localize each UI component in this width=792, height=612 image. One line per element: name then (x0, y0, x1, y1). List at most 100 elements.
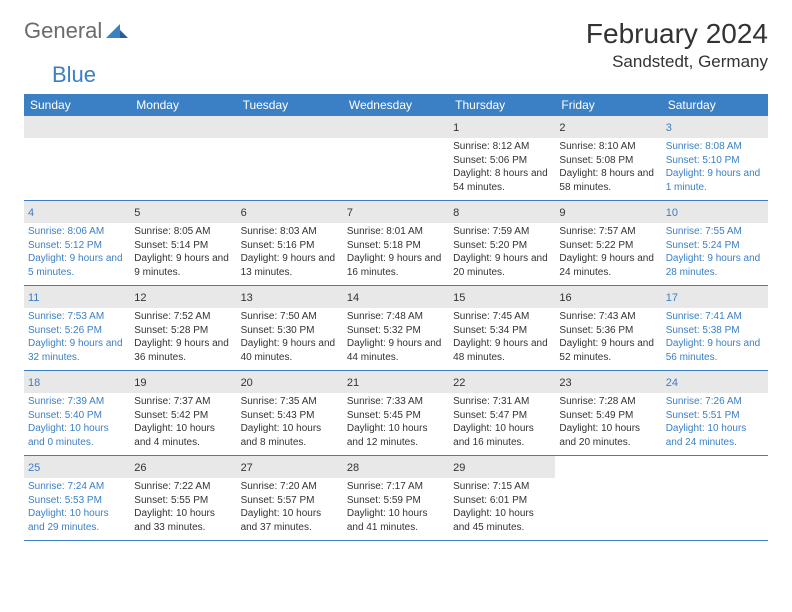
day-details: Sunrise: 7:55 AMSunset: 5:24 PMDaylight:… (666, 225, 764, 279)
day-number: 19 (134, 377, 146, 389)
logo: General (24, 18, 130, 44)
day-number: 12 (134, 292, 146, 304)
daynum-row: 15 (449, 286, 555, 308)
day-header-tuesday: Tuesday (237, 94, 343, 116)
day-details: Sunrise: 7:41 AMSunset: 5:38 PMDaylight:… (666, 310, 764, 364)
day-details: Sunrise: 8:05 AMSunset: 5:14 PMDaylight:… (134, 225, 232, 279)
day-details: Sunrise: 7:31 AMSunset: 5:47 PMDaylight:… (453, 395, 551, 449)
day-number: 7 (347, 207, 353, 219)
day-details: Sunrise: 7:48 AMSunset: 5:32 PMDaylight:… (347, 310, 445, 364)
daynum-row: 5 (130, 201, 236, 223)
daynum-row: 7 (343, 201, 449, 223)
daynum-row: 29 (449, 456, 555, 478)
day-details: Sunrise: 7:53 AMSunset: 5:26 PMDaylight:… (28, 310, 126, 364)
empty-cell (343, 116, 449, 200)
day-number: 1 (453, 122, 459, 134)
day-cell-19: 19 Sunrise: 7:37 AMSunset: 5:42 PMDayligh… (130, 371, 236, 455)
day-number: 23 (559, 377, 571, 389)
day-number: 5 (134, 207, 140, 219)
day-number: 18 (28, 377, 40, 389)
daynum-row: 11 (24, 286, 130, 308)
daynum-row: 14 (343, 286, 449, 308)
day-details: Sunrise: 7:33 AMSunset: 5:45 PMDaylight:… (347, 395, 445, 449)
day-details: Sunrise: 8:10 AMSunset: 5:08 PMDaylight:… (559, 140, 657, 194)
empty-cell (24, 116, 130, 200)
day-header-thursday: Thursday (449, 94, 555, 116)
daynum-row: 24 (662, 371, 768, 393)
day-number: 4 (28, 207, 34, 219)
day-cell-28: 28Sunrise: 7:17 AMSunset: 5:59 PMDayligh… (343, 456, 449, 540)
empty-daynum-row (343, 116, 449, 138)
daynum-row: 3 (662, 116, 768, 138)
day-number: 3 (666, 122, 672, 134)
daynum-row: 4 (24, 201, 130, 223)
day-header-wednesday: Wednesday (343, 94, 449, 116)
daynum-row: 13 (237, 286, 343, 308)
daynum-row: 21 (343, 371, 449, 393)
day-header-monday: Monday (130, 94, 236, 116)
day-details: Sunrise: 7:52 AMSunset: 5:28 PMDaylight:… (134, 310, 232, 364)
day-header-friday: Friday (555, 94, 661, 116)
day-details: Sunrise: 7:20 AMSunset: 5:57 PMDaylight:… (241, 480, 339, 534)
day-cell-14: 14Sunrise: 7:48 AMSunset: 5:32 PMDayligh… (343, 286, 449, 370)
day-cell-23: 23 Sunrise: 7:28 AMSunset: 5:49 PMDayligh… (555, 371, 661, 455)
daynum-row: 23 (555, 371, 661, 393)
daynum-row: 19 (130, 371, 236, 393)
daynum-row: 25 (24, 456, 130, 478)
day-number: 6 (241, 207, 247, 219)
day-details: Sunrise: 7:28 AMSunset: 5:49 PMDaylight:… (559, 395, 657, 449)
calendar-page: General February 2024 Sandstedt, Germany… (0, 0, 792, 559)
day-details: Sunrise: 7:22 AMSunset: 5:55 PMDaylight:… (134, 480, 232, 534)
day-cell-24: 24Sunrise: 7:26 AMSunset: 5:51 PMDayligh… (662, 371, 768, 455)
day-details: Sunrise: 8:01 AMSunset: 5:18 PMDaylight:… (347, 225, 445, 279)
empty-cell (237, 116, 343, 200)
day-cell-12: 12 Sunrise: 7:52 AMSunset: 5:28 PMDayligh… (130, 286, 236, 370)
day-details: Sunrise: 7:24 AMSunset: 5:53 PMDaylight:… (28, 480, 126, 534)
day-number: 20 (241, 377, 253, 389)
empty-cell (662, 456, 768, 540)
logo-text-general: General (24, 18, 102, 44)
day-details: Sunrise: 7:45 AMSunset: 5:34 PMDaylight:… (453, 310, 551, 364)
day-number: 11 (28, 292, 39, 304)
day-header-sunday: Sunday (24, 94, 130, 116)
daynum-row: 2 (555, 116, 661, 138)
day-cell-5: 5 Sunrise: 8:05 AMSunset: 5:14 PMDaylight… (130, 201, 236, 285)
day-details: Sunrise: 8:06 AMSunset: 5:12 PMDaylight:… (28, 225, 126, 279)
logo-triangle-icon (106, 20, 128, 43)
day-cell-3: 3Sunrise: 8:08 AMSunset: 5:10 PMDaylight… (662, 116, 768, 200)
day-cell-15: 15Sunrise: 7:45 AMSunset: 5:34 PMDayligh… (449, 286, 555, 370)
day-details: Sunrise: 7:37 AMSunset: 5:42 PMDaylight:… (134, 395, 232, 449)
day-number: 24 (666, 377, 678, 389)
day-cell-20: 20 Sunrise: 7:35 AMSunset: 5:43 PMDayligh… (237, 371, 343, 455)
daynum-row: 16 (555, 286, 661, 308)
week-row: 11 Sunrise: 7:53 AMSunset: 5:26 PMDayligh… (24, 286, 768, 371)
day-cell-8: 8Sunrise: 7:59 AMSunset: 5:20 PMDaylight… (449, 201, 555, 285)
calendar-grid: SundayMondayTuesdayWednesdayThursdayFrid… (24, 94, 768, 541)
daynum-row: 10 (662, 201, 768, 223)
empty-cell (555, 456, 661, 540)
logo-text-blue: Blue (52, 62, 96, 88)
daynum-row: 9 (555, 201, 661, 223)
day-details: Sunrise: 7:35 AMSunset: 5:43 PMDaylight:… (241, 395, 339, 449)
month-title: February 2024 (586, 18, 768, 50)
day-number: 16 (559, 292, 571, 304)
day-number: 27 (241, 462, 253, 474)
day-number: 26 (134, 462, 146, 474)
empty-daynum-row (24, 116, 130, 138)
day-details: Sunrise: 7:57 AMSunset: 5:22 PMDaylight:… (559, 225, 657, 279)
day-cell-10: 10 Sunrise: 7:55 AMSunset: 5:24 PMDayligh… (662, 201, 768, 285)
day-cell-6: 6 Sunrise: 8:03 AMSunset: 5:16 PMDaylight… (237, 201, 343, 285)
day-cell-29: 29Sunrise: 7:15 AMSunset: 6:01 PMDayligh… (449, 456, 555, 540)
day-cell-17: 17Sunrise: 7:41 AMSunset: 5:38 PMDayligh… (662, 286, 768, 370)
daynum-row: 28 (343, 456, 449, 478)
day-cell-21: 21Sunrise: 7:33 AMSunset: 5:45 PMDayligh… (343, 371, 449, 455)
title-block: February 2024 Sandstedt, Germany (586, 18, 768, 72)
day-cell-25: 25Sunrise: 7:24 AMSunset: 5:53 PMDayligh… (24, 456, 130, 540)
day-cell-7: 7 Sunrise: 8:01 AMSunset: 5:18 PMDaylight… (343, 201, 449, 285)
day-number: 10 (666, 207, 678, 219)
empty-daynum-row (130, 116, 236, 138)
daynum-row: 12 (130, 286, 236, 308)
day-header-saturday: Saturday (662, 94, 768, 116)
day-cell-13: 13Sunrise: 7:50 AMSunset: 5:30 PMDayligh… (237, 286, 343, 370)
day-details: Sunrise: 8:03 AMSunset: 5:16 PMDaylight:… (241, 225, 339, 279)
